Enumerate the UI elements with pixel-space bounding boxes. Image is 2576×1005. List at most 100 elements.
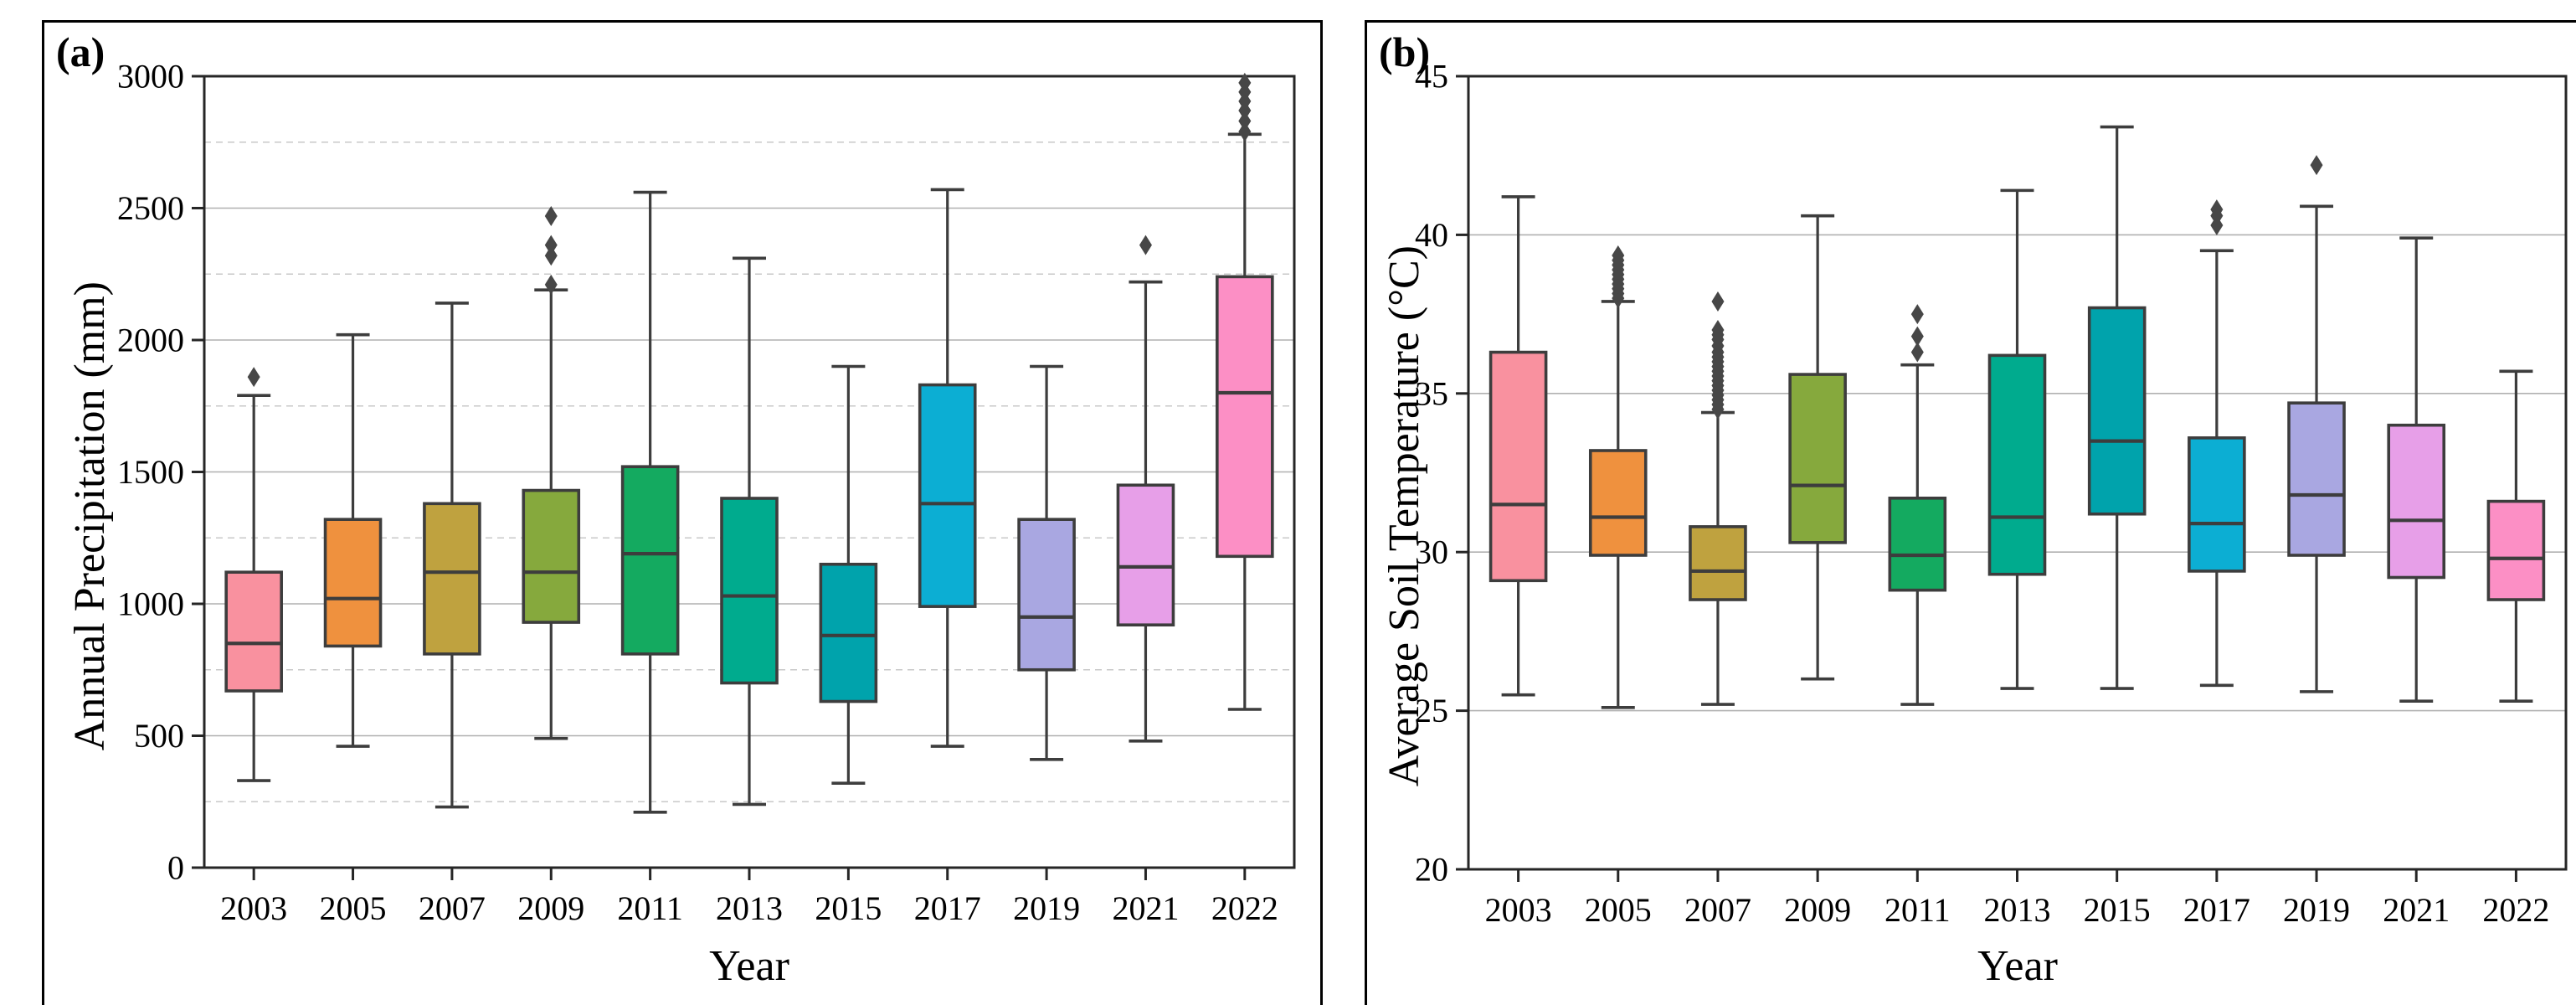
x-tick-label: 2011 — [1884, 891, 1951, 929]
box-group-2005 — [1588, 245, 1648, 709]
x-tick-label: 2013 — [1984, 891, 2051, 929]
box-group-2017 — [2188, 199, 2246, 688]
box-group-2019 — [2287, 155, 2346, 693]
boxplot-svg-a: 0 500 1000 1500 2000 2500 3000 2003 2005 2007 2009… — [117, 58, 1296, 927]
outlier-diamond — [544, 274, 558, 295]
x-tick-label: 2017 — [2183, 891, 2250, 929]
y-axis-title-a: Annual Precipitation (mm) — [65, 281, 114, 751]
x-tick-label: 2009 — [1784, 891, 1851, 929]
outlier-diamond — [1238, 72, 1252, 93]
iqr-box — [423, 502, 481, 656]
x-tick-label: 2005 — [1585, 891, 1652, 929]
y-axis-title-wrap-b: Average Soil Temperature (°C) — [1377, 23, 1431, 1005]
box-group-2013 — [720, 256, 779, 807]
iqr-box — [1888, 497, 1947, 592]
y-axis-title-wrap-a: Annual Precipitation (mm) — [63, 23, 116, 1005]
x-tick-label: 2019 — [1013, 889, 1080, 927]
outlier-diamond — [1612, 245, 1625, 266]
y-tick-label: 0 — [167, 849, 184, 887]
outlier-diamond — [544, 205, 558, 226]
y-tick-label: 1000 — [117, 585, 184, 623]
box-group-2009 — [522, 205, 581, 740]
outlier-diamond — [2310, 155, 2323, 176]
outlier-diamond — [1910, 326, 1924, 347]
x-axis-title-a: Year — [709, 942, 789, 990]
x-tick-label: 2005 — [320, 889, 387, 927]
x-tick-label: 2003 — [1485, 891, 1552, 929]
outlier-diamond — [1910, 304, 1924, 325]
iqr-box — [2188, 436, 2246, 573]
box-group-2021 — [1116, 234, 1175, 743]
x-axis-title-b: Year — [1977, 942, 2058, 990]
panel-label-a: (a) — [56, 28, 105, 75]
iqr-box — [1489, 350, 1548, 583]
iqr-box — [918, 383, 977, 608]
y-tick-label: 35 — [1415, 374, 1448, 412]
boxplot-panel-b: (b) Average Soil Temperature (°C) 20 25 30… — [1365, 20, 2576, 1005]
box-group-2017 — [918, 188, 977, 748]
outlier-diamond — [1711, 320, 1725, 341]
x-tick-label: 2022 — [1211, 889, 1278, 927]
y-tick-label: 40 — [1415, 216, 1448, 254]
y-tick-label: 20 — [1415, 851, 1448, 889]
iqr-box — [1116, 483, 1175, 626]
x-tick-label: 2017 — [914, 889, 981, 927]
iqr-box — [2486, 499, 2546, 601]
box-group-2003 — [224, 367, 283, 782]
x-tick-label: 2007 — [1684, 891, 1751, 929]
iqr-box — [720, 497, 779, 685]
outlier-diamond — [1910, 342, 1924, 363]
box-group-2003 — [1489, 195, 1548, 697]
iqr-box — [1216, 275, 1274, 559]
x-tick-label: 2015 — [2084, 891, 2151, 929]
outlier-diamond — [1711, 291, 1725, 312]
y-tick-label: 1500 — [117, 453, 184, 491]
box-group-2007 — [1689, 291, 1747, 706]
box-group-2015 — [819, 364, 878, 786]
iqr-box — [1788, 373, 1847, 544]
iqr-box — [819, 562, 878, 704]
boxplot-svg-b: 20 25 30 35 40 45 2003 2005 2007 2009 2011 2013 2015… — [1415, 58, 2568, 929]
iqr-box — [323, 518, 383, 648]
boxplot-panel-a: (a) Annual Precipitation (mm) 0 500 1000 15… — [42, 20, 1323, 1005]
y-tick-label: 3000 — [117, 58, 184, 95]
x-tick-label: 2021 — [2383, 891, 2450, 929]
y-tick-label: 2500 — [117, 189, 184, 227]
outlier-diamond — [1139, 234, 1152, 255]
iqr-box — [224, 570, 283, 693]
iqr-box — [2287, 401, 2346, 557]
outlier-diamond — [544, 245, 558, 266]
y-tick-label: 2000 — [117, 322, 184, 359]
iqr-box — [1689, 525, 1747, 601]
iqr-box — [620, 465, 680, 656]
outlier-diamond — [1238, 121, 1252, 142]
x-tick-label: 2013 — [716, 889, 783, 927]
x-tick-label: 2015 — [815, 889, 882, 927]
x-tick-label: 2021 — [1112, 889, 1179, 927]
outlier-diamond — [2210, 199, 2224, 220]
box-group-2009 — [1788, 214, 1847, 681]
x-tick-label: 2011 — [617, 889, 683, 927]
y-tick-label: 30 — [1415, 533, 1448, 571]
iqr-box — [522, 488, 581, 624]
y-axis-title-b: Average Soil Temperature (°C) — [1380, 245, 1428, 787]
iqr-box — [1017, 518, 1076, 672]
x-tick-label: 2003 — [220, 889, 287, 927]
box-group-2007 — [423, 302, 481, 809]
outlier-diamond — [1238, 111, 1252, 131]
iqr-box — [1588, 449, 1648, 557]
box-group-2011 — [1888, 304, 1947, 706]
box-group-2021 — [2387, 236, 2446, 704]
x-tick-label: 2009 — [517, 889, 584, 927]
y-tick-label: 25 — [1415, 692, 1448, 729]
panel-label-b: (b) — [1379, 28, 1431, 75]
box-group-2022 — [2486, 369, 2546, 704]
box-group-2011 — [620, 190, 680, 814]
x-tick-label: 2007 — [419, 889, 486, 927]
box-group-2019 — [1017, 364, 1076, 761]
outlier-diamond — [544, 234, 558, 255]
x-tick-label: 2019 — [2283, 891, 2350, 929]
x-tick-label: 2022 — [2482, 891, 2549, 929]
iqr-box — [2387, 423, 2446, 580]
